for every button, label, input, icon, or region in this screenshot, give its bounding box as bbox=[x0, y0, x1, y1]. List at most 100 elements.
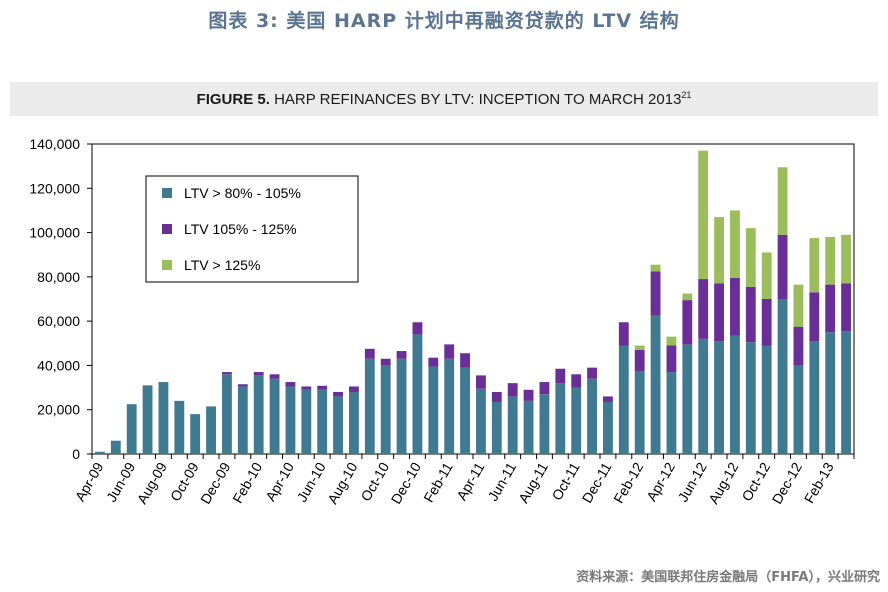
y-axis: 0 20,000 40,000 60,000 80,000 100,000 120,000 1… bbox=[29, 136, 92, 462]
y-tick-label: 40,000 bbox=[37, 357, 80, 373]
bar-segment-series-2 bbox=[523, 389, 534, 401]
bar-segment-series-2 bbox=[650, 271, 661, 316]
bar-segment-series-2 bbox=[380, 358, 391, 366]
figure-banner: FIGURE 5. HARP REFINANCES BY LTV: INCEPT… bbox=[10, 82, 878, 116]
figure-label: FIGURE 5. bbox=[196, 91, 270, 108]
bar-segment-series-3 bbox=[650, 264, 661, 272]
bar-segment-series-1 bbox=[587, 378, 597, 454]
bar-segment-series-1 bbox=[730, 335, 740, 454]
bar-segment-series-2 bbox=[301, 386, 312, 390]
y-tick-label: 20,000 bbox=[37, 402, 80, 418]
bar-segment-series-1 bbox=[444, 358, 455, 454]
bar-segment-series-1 bbox=[110, 440, 121, 454]
bar-segment-series-1 bbox=[507, 396, 518, 454]
bar-segment-series-1 bbox=[618, 345, 629, 454]
x-tick-label: Feb-13 bbox=[801, 459, 837, 506]
bar-segment-series-1 bbox=[285, 386, 296, 454]
bar-segment-series-1 bbox=[460, 367, 470, 454]
bar-segment-series-2 bbox=[618, 322, 629, 346]
bar-segment-series-1 bbox=[634, 370, 645, 454]
bar-segment-series-2 bbox=[364, 348, 375, 359]
bar-segment-series-1 bbox=[793, 365, 804, 454]
bar-segment-series-3 bbox=[698, 150, 709, 280]
bar-segment-series-2 bbox=[476, 375, 486, 389]
bar-segment-series-1 bbox=[253, 375, 264, 454]
bar-segment-series-2 bbox=[333, 392, 343, 397]
bar-segment-series-1 bbox=[476, 388, 486, 454]
x-tick-label: Apr-10 bbox=[262, 459, 297, 504]
bar-segment-series-2 bbox=[682, 300, 693, 345]
bar-segment-series-1 bbox=[142, 385, 153, 454]
bar-segment-series-2 bbox=[539, 382, 550, 395]
x-tick-label: Feb-11 bbox=[420, 459, 456, 505]
bar-segment-series-1 bbox=[364, 358, 375, 454]
bar-segment-series-1 bbox=[380, 365, 391, 454]
bar-segment-series-1 bbox=[745, 342, 756, 454]
x-tick-label: Aug-12 bbox=[705, 459, 742, 506]
bar-segment-series-1 bbox=[809, 341, 820, 454]
bar-segment-series-1 bbox=[237, 386, 248, 454]
x-tick-label: Dec-09 bbox=[197, 459, 234, 506]
bar-segment-series-3 bbox=[793, 284, 804, 327]
bar-segment-series-3 bbox=[745, 228, 756, 287]
bar-segment-series-1 bbox=[841, 331, 851, 454]
legend-swatch bbox=[162, 260, 172, 270]
bar-segment-series-2 bbox=[698, 279, 709, 339]
bar-segment-series-1 bbox=[666, 372, 677, 454]
bar-segment-series-2 bbox=[714, 283, 724, 342]
bar-segment-series-1 bbox=[555, 383, 566, 454]
bar-segment-series-3 bbox=[730, 210, 740, 278]
x-tick-label: Aug-10 bbox=[324, 459, 361, 506]
bar-segment-series-2 bbox=[634, 349, 645, 371]
figure-caption: FIGURE 5. HARP REFINANCES BY LTV: INCEPT… bbox=[10, 90, 878, 108]
bar-segment-series-2 bbox=[571, 374, 582, 388]
bar-segment-series-1 bbox=[190, 414, 201, 454]
x-tick-label: Aug-09 bbox=[134, 459, 171, 506]
bar-segment-series-3 bbox=[809, 238, 820, 293]
bar-segment-series-1 bbox=[714, 341, 724, 454]
figure-footnote: 21 bbox=[681, 90, 692, 100]
figure-caption-text: HARP REFINANCES BY LTV: INCEPTION TO MAR… bbox=[274, 91, 682, 108]
bar-segment-series-3 bbox=[634, 345, 645, 350]
bar-segment-series-1 bbox=[761, 345, 772, 454]
bar-segment-series-2 bbox=[761, 299, 772, 346]
bar-segment-series-2 bbox=[841, 283, 851, 332]
bar-segment-series-3 bbox=[682, 293, 693, 301]
page-title: 图表 3: 美国 HARP 计划中再融资贷款的 LTV 结构 bbox=[208, 10, 680, 32]
legend-label: LTV > 80% - 105% bbox=[184, 185, 301, 201]
bar-segment-series-1 bbox=[95, 451, 105, 454]
bar-segment-series-2 bbox=[491, 392, 502, 402]
x-tick-label: Aug-11 bbox=[515, 459, 551, 505]
bar-segment-series-1 bbox=[412, 334, 423, 454]
bar-segment-series-1 bbox=[333, 396, 343, 454]
bar-segment-series-2 bbox=[555, 368, 566, 384]
bar-segment-series-1 bbox=[269, 378, 280, 454]
x-tick-label: Jun-11 bbox=[485, 459, 520, 503]
bar-segment-series-1 bbox=[698, 338, 709, 454]
bar-segment-series-2 bbox=[396, 351, 407, 359]
bar-segment-series-3 bbox=[825, 237, 836, 285]
bar-segment-series-1 bbox=[222, 374, 232, 454]
source-text: 资料来源：美国联邦住房金融局（FHFA），兴业研究 bbox=[576, 570, 880, 585]
x-tick-label: Dec-10 bbox=[388, 459, 425, 506]
y-tick-label: 80,000 bbox=[37, 269, 80, 285]
legend-label: LTV > 125% bbox=[184, 257, 260, 273]
bar-segment-series-2 bbox=[507, 383, 518, 397]
bar-segment-series-2 bbox=[777, 234, 788, 299]
bar-segment-series-1 bbox=[523, 400, 534, 454]
bar-segment-series-2 bbox=[460, 353, 470, 368]
legend: LTV > 80% - 105% LTV 105% - 125% LTV > 125… bbox=[145, 175, 359, 283]
x-tick-label: Oct-09 bbox=[167, 459, 202, 504]
bar-segment-series-2 bbox=[745, 286, 756, 343]
bar-segment-series-2 bbox=[666, 345, 677, 373]
x-tick-label: Dec-12 bbox=[769, 459, 806, 506]
x-axis: Apr-09Jun-09Aug-09Oct-09Dec-09Feb-10Apr-… bbox=[72, 454, 855, 507]
bars bbox=[95, 150, 851, 454]
x-tick-label: Oct-12 bbox=[738, 459, 773, 504]
bar-segment-series-1 bbox=[158, 382, 169, 454]
bar-segment-series-2 bbox=[825, 284, 836, 333]
x-tick-label: Oct-11 bbox=[548, 459, 582, 503]
bar-segment-series-2 bbox=[444, 344, 455, 359]
x-tick-label: Dec-11 bbox=[579, 459, 615, 505]
